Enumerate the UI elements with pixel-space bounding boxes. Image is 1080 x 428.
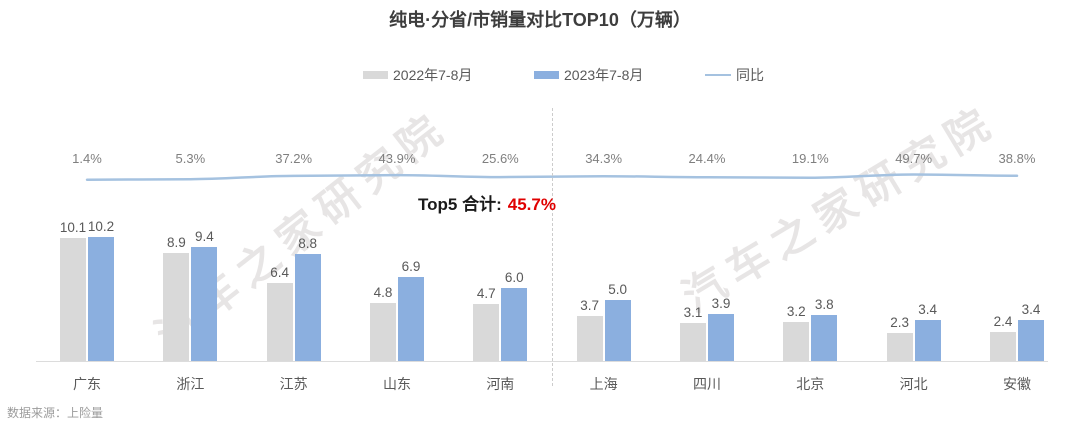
- bar-value-label-2023: 9.4: [194, 228, 214, 244]
- bar-value-label-2022: 2.4: [993, 313, 1013, 329]
- legend-item-2022: 2022年7-8月: [363, 64, 472, 86]
- bar-2023: [914, 319, 941, 361]
- legend-swatch-2023-bar: [534, 71, 559, 79]
- category-label: 北京: [796, 376, 825, 392]
- legend-label-yoy: 同比: [736, 67, 764, 83]
- bar-2022: [266, 283, 293, 361]
- bar-2023: [88, 237, 114, 361]
- bar-value-label-2022: 2.3: [890, 315, 910, 331]
- bar-2022: [60, 238, 86, 361]
- bar-2023: [501, 288, 528, 361]
- yoy-percent-label: 43.9%: [378, 151, 416, 166]
- legend-item-yoy: 同比: [705, 64, 764, 86]
- top5-divider-dashed-line: [551, 108, 553, 386]
- bar-2022: [576, 316, 603, 361]
- bar-2022: [679, 323, 706, 361]
- yoy-percent-label: 5.3%: [175, 151, 206, 166]
- bar-2023: [1017, 319, 1044, 361]
- category-label: 上海: [589, 376, 618, 392]
- category-label: 山东: [382, 376, 411, 392]
- bar-value-label-2022: 8.9: [166, 234, 186, 250]
- category-label: 四川: [692, 376, 721, 392]
- bar-value-label-2023: 10.2: [87, 219, 115, 234]
- yoy-percent-label: 49.7%: [895, 151, 933, 166]
- top5-annotation-label: Top5 合计:: [418, 195, 502, 214]
- bar-2023: [191, 246, 218, 361]
- top5-annotation: Top5 合计: 45.7%: [418, 190, 556, 215]
- legend: 2022年7-8月 2023年7-8月 同比: [0, 64, 1080, 86]
- bar-2022: [886, 333, 913, 361]
- bar-2023: [604, 300, 631, 361]
- yoy-percent-label: 37.2%: [275, 151, 313, 166]
- bar-value-label-2022: 3.7: [580, 298, 600, 314]
- bar-2023: [707, 313, 734, 361]
- bar-value-label-2022: 4.8: [373, 284, 393, 300]
- bar-value-label-2022: 3.2: [786, 304, 806, 320]
- bar-value-label-2023: 6.0: [504, 270, 524, 286]
- bar-2023: [811, 314, 838, 361]
- legend-swatch-2022-bar: [363, 71, 388, 79]
- bar-value-label-2023: 8.8: [298, 236, 318, 252]
- bar-value-label-2023: 6.9: [401, 259, 421, 275]
- bar-2022: [163, 252, 190, 361]
- x-axis-line: [36, 361, 1048, 362]
- bar-value-label-2023: 3.4: [1021, 301, 1041, 317]
- bar-value-label-2023: 3.9: [711, 295, 731, 311]
- bar-2023: [294, 254, 321, 361]
- category-label: 浙江: [176, 376, 205, 392]
- bar-value-label-2022: 4.7: [476, 285, 496, 301]
- yoy-percent-label: 1.4%: [72, 151, 102, 166]
- bar-2022: [783, 322, 810, 361]
- yoy-percent-label: 38.8%: [998, 151, 1036, 166]
- legend-item-2023: 2023年7-8月: [534, 64, 643, 86]
- legend-swatch-yoy-line: [705, 73, 731, 77]
- bar-2022: [473, 303, 500, 361]
- legend-label-2023: 2023年7-8月: [564, 67, 644, 83]
- yoy-percent-label: 19.1%: [791, 151, 829, 166]
- bar-value-label-2022: 10.1: [59, 220, 87, 236]
- yoy-percent-label: 34.3%: [585, 151, 623, 166]
- legend-label-2022: 2022年7-8月: [393, 67, 473, 83]
- category-label: 河北: [899, 376, 928, 392]
- category-label: 广东: [73, 376, 101, 392]
- bar-2022: [369, 302, 396, 361]
- top5-annotation-value: 45.7%: [507, 195, 556, 214]
- chart-title: 纯电·分省/市销量对比TOP10（万辆）: [389, 10, 691, 30]
- data-source-note: 数据来源：上险量: [7, 406, 104, 420]
- bar-value-label-2022: 3.1: [683, 305, 703, 321]
- bar-value-label-2022: 6.4: [270, 265, 290, 281]
- category-label: 江苏: [279, 376, 308, 392]
- bar-2022: [989, 331, 1016, 361]
- bar-value-label-2023: 3.8: [814, 296, 834, 312]
- bar-value-label-2023: 5.0: [608, 282, 628, 298]
- category-label: 安徽: [1002, 376, 1031, 392]
- bar-2023: [397, 277, 424, 361]
- yoy-percent-label: 24.4%: [688, 151, 726, 166]
- yoy-percent-label: 25.6%: [481, 151, 519, 166]
- category-label: 河南: [486, 376, 515, 392]
- bar-value-label-2023: 3.4: [918, 301, 938, 317]
